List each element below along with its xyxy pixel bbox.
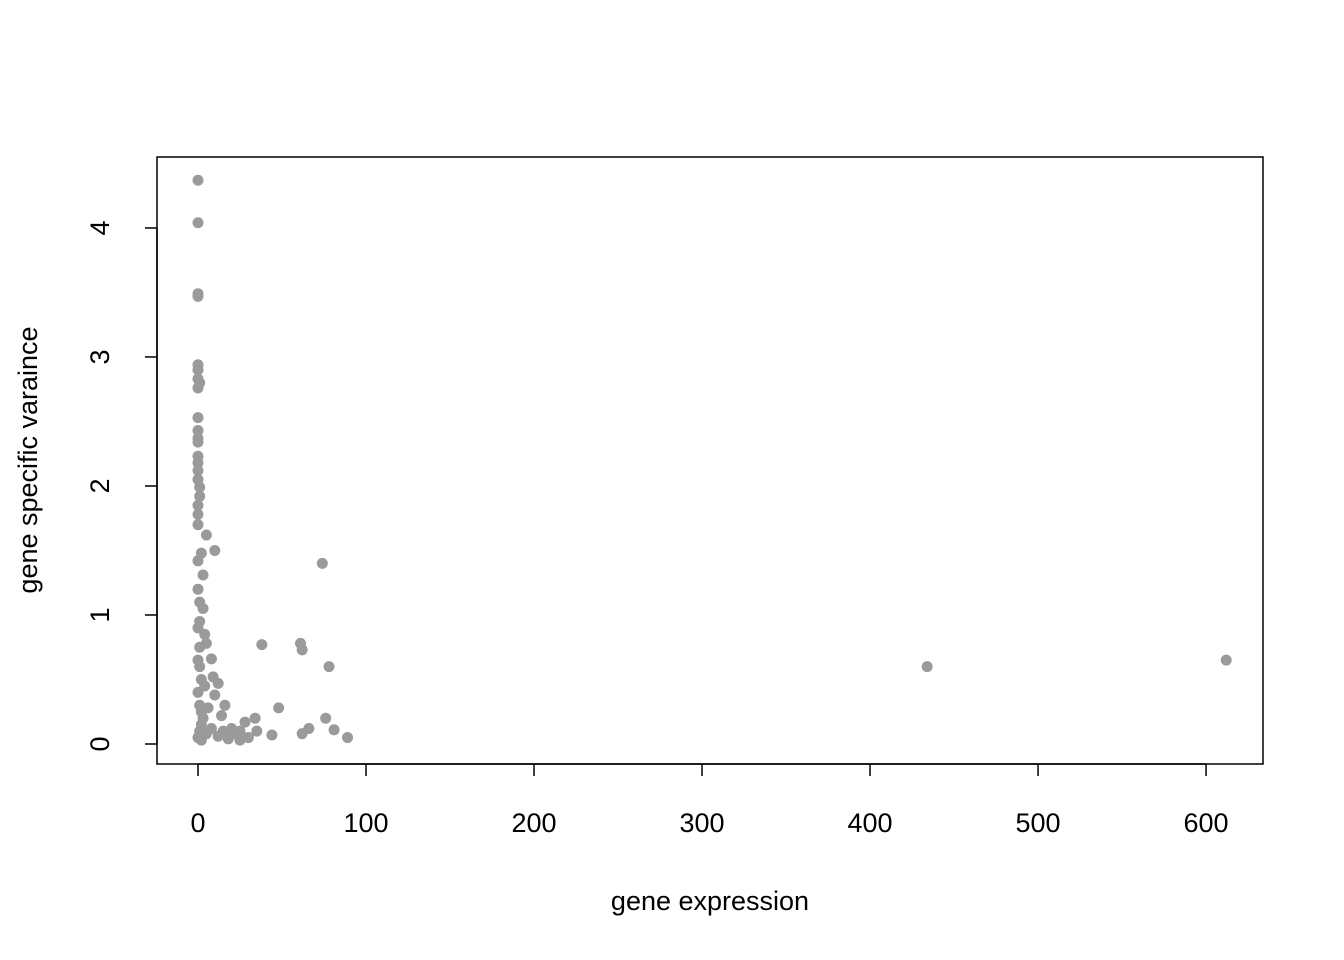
point [251, 725, 263, 737]
plot-box [156, 156, 1264, 765]
point [192, 290, 204, 302]
x-tick-label: 0 [190, 808, 205, 838]
point [195, 673, 207, 685]
y-tick-label: 3 [85, 349, 115, 364]
point [192, 174, 204, 186]
point [266, 729, 278, 741]
point [192, 555, 204, 567]
point [192, 457, 204, 469]
point [205, 653, 217, 665]
point [192, 364, 204, 376]
y-axis-label: gene specific varaince [13, 326, 43, 593]
point [192, 217, 204, 229]
point [194, 699, 206, 711]
point [192, 464, 204, 476]
point [296, 644, 308, 656]
point [194, 481, 206, 493]
point [328, 724, 340, 736]
x-tick-label: 600 [1184, 808, 1229, 838]
point [192, 519, 204, 531]
point [205, 723, 217, 735]
x-tick-label: 500 [1016, 808, 1061, 838]
point [197, 712, 209, 724]
point [200, 529, 212, 541]
point [239, 716, 251, 728]
point [249, 712, 261, 724]
point [303, 723, 315, 735]
point [192, 436, 204, 448]
point [197, 569, 209, 581]
point [192, 499, 204, 511]
point [234, 734, 246, 746]
point [256, 639, 268, 651]
y-tick-label: 0 [85, 736, 115, 751]
point [192, 654, 204, 666]
point [1220, 654, 1232, 666]
point [316, 557, 328, 569]
point [194, 641, 206, 653]
x-tick-label: 200 [511, 808, 556, 838]
point [342, 732, 354, 744]
x-tick-label: 100 [343, 808, 388, 838]
point [192, 622, 204, 634]
point [192, 508, 204, 520]
point [212, 677, 224, 689]
point [209, 544, 221, 556]
point [192, 425, 204, 437]
y-tick-label: 4 [85, 220, 115, 235]
point [192, 583, 204, 595]
point [209, 689, 221, 701]
point [192, 686, 204, 698]
point [192, 382, 204, 394]
point [323, 661, 335, 673]
point [273, 702, 285, 714]
point [216, 710, 228, 722]
point [320, 712, 332, 724]
point [219, 699, 231, 711]
x-tick-label: 400 [847, 808, 892, 838]
x-axis-label: gene expression [611, 886, 809, 916]
y-tick-label: 1 [85, 607, 115, 622]
point [197, 603, 209, 615]
point [921, 661, 933, 673]
point [242, 732, 254, 744]
x-tick-label: 300 [679, 808, 724, 838]
y-tick-label: 2 [85, 478, 115, 493]
point [192, 412, 204, 424]
point [194, 490, 206, 502]
